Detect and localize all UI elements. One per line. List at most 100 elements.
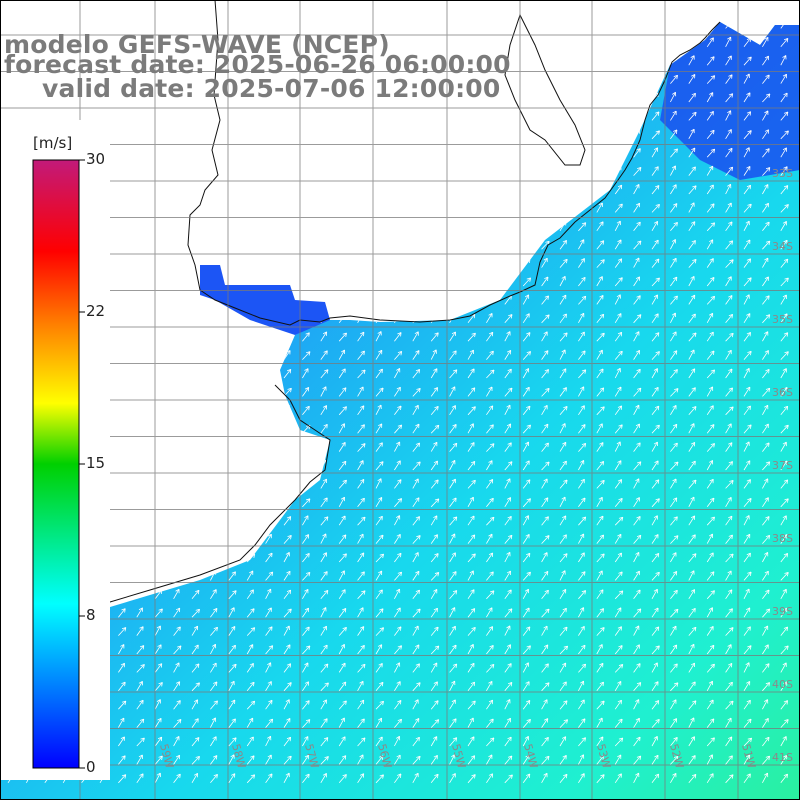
wind-arrow	[155, 1, 162, 10]
wind-arrow	[504, 110, 511, 121]
wind-arrow	[725, 74, 733, 84]
wind-arrow	[320, 110, 328, 121]
wind-arrow	[670, 239, 677, 250]
wind-arrow	[412, 240, 421, 250]
colorbar-label-22: 22	[86, 302, 106, 320]
wind-arrow	[265, 203, 274, 213]
wind-arrow	[688, 276, 695, 287]
wind-arrow	[725, 36, 732, 47]
wind-arrow	[725, 368, 733, 379]
wind-arrow	[283, 552, 290, 563]
wind-arrow	[467, 570, 474, 581]
wind-arrow	[706, 533, 714, 544]
wind-arrow	[228, 148, 237, 158]
wind-arrow	[265, 350, 274, 360]
wind-arrow	[228, 129, 237, 140]
wind-arrow	[26, 93, 35, 103]
wind-arrow	[725, 93, 734, 103]
wind-arrow	[136, 239, 144, 250]
wind-arrow	[559, 240, 567, 250]
wind-arrow	[762, 55, 770, 66]
wind-arrow	[136, 111, 144, 121]
wind-arrow	[412, 22, 421, 29]
wind-arrow	[394, 424, 403, 434]
wind-arrow	[154, 350, 162, 360]
wind-arrow	[614, 203, 623, 213]
wind-arrow	[743, 626, 751, 636]
wind-arrow	[467, 202, 474, 213]
wind-arrow	[706, 222, 716, 232]
wind-arrow	[743, 239, 751, 250]
wind-arrow	[522, 700, 531, 710]
wind-arrow	[154, 368, 163, 379]
wind-arrow	[173, 185, 181, 195]
wind-arrow	[302, 128, 309, 139]
wind-arrow	[191, 516, 200, 526]
wind-arrow	[302, 645, 311, 655]
wind-arrow	[210, 755, 218, 765]
wind-arrow	[522, 130, 532, 140]
wind-arrow	[63, 2, 70, 10]
wind-arrow	[504, 478, 511, 489]
wind-arrow	[412, 184, 419, 195]
wind-arrow	[394, 645, 402, 655]
wind-arrow	[357, 533, 364, 544]
wind-arrow	[265, 367, 272, 379]
wind-arrow	[651, 645, 660, 655]
latitude-label: 38S	[772, 532, 793, 545]
wind-arrow	[596, 55, 603, 66]
wind-arrow	[191, 129, 199, 140]
wind-arrow	[670, 478, 677, 489]
wind-arrow	[430, 38, 439, 48]
wind-arrow	[486, 424, 494, 434]
wind-arrow	[394, 220, 401, 231]
wind-arrow	[780, 645, 789, 655]
wind-arrow	[504, 314, 513, 324]
wind-arrow	[670, 442, 678, 452]
wind-arrow	[375, 314, 384, 324]
wind-arrow	[486, 571, 494, 581]
wind-arrow	[430, 202, 437, 213]
wind-arrow	[614, 441, 621, 452]
wind-arrow	[762, 36, 769, 48]
wind-arrow	[578, 110, 585, 121]
wind-arrow	[118, 406, 127, 416]
wind-arrow	[670, 737, 678, 747]
wind-arrow	[283, 276, 291, 287]
wind-arrow	[651, 294, 658, 305]
wind-arrow	[614, 533, 622, 544]
wind-arrow	[136, 184, 144, 195]
wind-arrow	[578, 571, 586, 581]
wind-arrow	[614, 258, 623, 268]
wind-arrow	[633, 240, 642, 250]
wind-arrow	[357, 571, 365, 581]
wind-arrow	[338, 240, 347, 250]
wind-arrow	[154, 682, 163, 692]
wind-arrow	[522, 754, 530, 765]
wind-arrow	[302, 368, 309, 379]
wind-arrow	[559, 423, 566, 434]
wind-arrow	[688, 92, 696, 103]
wind-arrow	[725, 717, 732, 728]
wind-arrow	[412, 608, 421, 618]
wind-arrow	[173, 294, 180, 305]
wind-arrow	[522, 185, 531, 195]
wind-arrow	[449, 552, 456, 563]
wind-arrow	[320, 148, 329, 158]
wind-arrow	[265, 699, 273, 710]
wind-arrow	[522, 351, 531, 360]
wind-arrow	[780, 55, 787, 66]
wind-arrow	[467, 700, 476, 710]
wind-arrow	[614, 111, 623, 121]
wind-arrow	[578, 718, 586, 728]
wind-arrow	[338, 294, 346, 305]
wind-arrow	[614, 147, 621, 158]
wind-arrow	[412, 644, 420, 655]
wind-arrow	[596, 774, 605, 784]
wind-arrow	[210, 313, 218, 324]
wind-arrow	[725, 534, 733, 544]
wind-arrow	[559, 258, 568, 268]
wind-arrow	[559, 166, 567, 176]
wind-arrow	[541, 461, 550, 471]
